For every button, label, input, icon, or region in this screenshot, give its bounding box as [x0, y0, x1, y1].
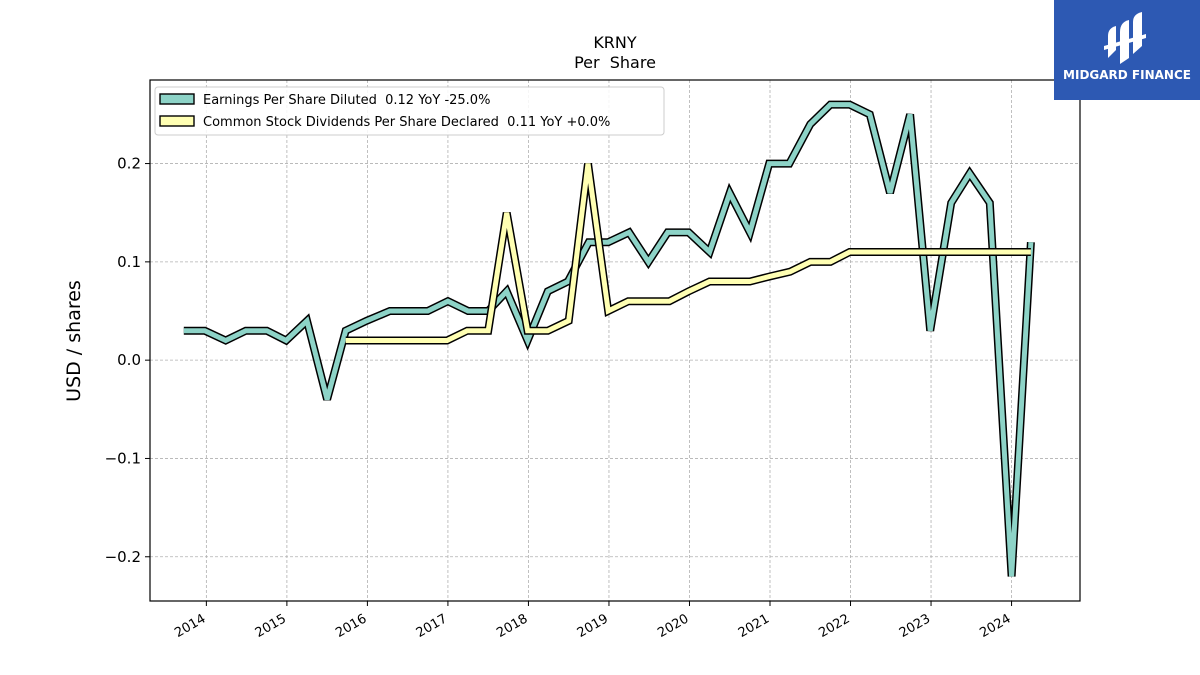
y-tick-label: 0.2: [117, 155, 141, 173]
series-layer: [183, 100, 1035, 577]
chart-title: KRNY: [593, 33, 637, 52]
legend: Earnings Per Share Diluted 0.12 YoY -25.…: [154, 86, 665, 136]
x-tick-label: 2019: [575, 611, 611, 641]
y-tick-label: 0.1: [117, 253, 141, 271]
x-tick-label: 2021: [736, 611, 772, 641]
x-tick-label: 2024: [977, 611, 1013, 641]
x-axis: 2014 2015 2016 2017 2018 2019 2020 2021 2022 2023…: [172, 601, 1014, 641]
x-tick-label: 2017: [414, 611, 450, 641]
series-line-0: [183, 102, 1034, 577]
x-tick-label: 2023: [897, 611, 933, 641]
x-tick-label: 2016: [333, 611, 369, 641]
y-axis: −0.2 −0.1 0.0 0.1 0.2: [105, 155, 150, 566]
x-tick-label: 2022: [816, 611, 852, 641]
brand-logo: MIDGARD FINANCE: [1054, 0, 1200, 100]
midgard-logo-icon: [1104, 12, 1146, 64]
brand-logo-text: MIDGARD FINANCE: [1063, 68, 1191, 82]
y-tick-label: −0.2: [105, 548, 141, 566]
legend-box: [154, 86, 665, 136]
plot-frame: [149, 79, 1081, 602]
x-tick-label: 2014: [172, 611, 208, 641]
series-line-1: [345, 163, 1031, 343]
legend-swatch-earnings: [159, 93, 195, 105]
legend-label-earnings: Earnings Per Share Diluted 0.12 YoY -25.…: [203, 93, 490, 108]
legend-label-dividends: Common Stock Dividends Per Share Declare…: [203, 115, 610, 130]
chart-subtitle: Per Share: [574, 53, 656, 72]
x-tick-label: 2015: [253, 611, 289, 641]
chart-title-group: KRNY Per Share: [574, 33, 656, 72]
y-axis-label: USD / shares: [63, 280, 85, 402]
legend-swatch-dividends: [159, 115, 195, 127]
y-tick-label: −0.1: [105, 449, 141, 467]
y-tick-label: 0.0: [117, 351, 141, 369]
x-tick-label: 2020: [655, 611, 691, 641]
x-tick-label: 2018: [494, 611, 530, 641]
